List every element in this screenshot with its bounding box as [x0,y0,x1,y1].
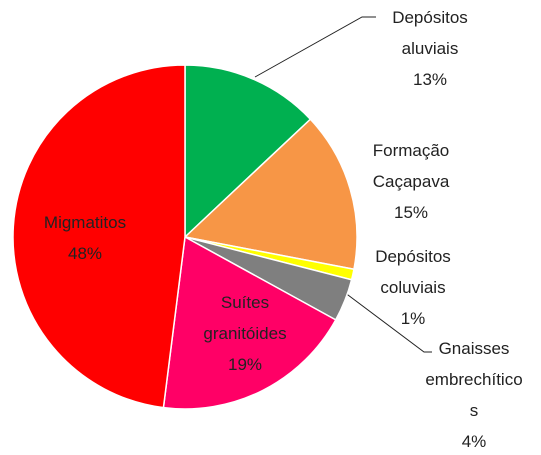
pie-slice [12,64,186,409]
category-label: Formação Caçapava [372,141,450,191]
category-label: Depósitos coluviais [375,247,451,297]
leader-line [343,291,432,353]
value-label: 1% [400,309,426,328]
slice-label: Formação Caçapava 15% [350,135,472,228]
category-label: Gnaisses embrechíticos [425,339,523,420]
slice-label: Depósitos coluviais 1% [352,241,474,334]
slice-label: Gnaisses embrechíticos 4% [414,333,534,455]
value-label: 15% [393,203,429,222]
value-label: 4% [461,432,487,451]
slice-label: Depósitos aluviais 13% [370,2,490,95]
category-label: Migmatitos [43,213,127,232]
pie-slice [162,235,337,410]
value-label: 48% [67,244,103,263]
pie-slice [184,64,312,239]
leader-line [254,16,376,78]
pie-slice [183,118,358,271]
slice-label: Suítes granitóides 19% [170,287,320,380]
category-label: Suítes granitóides [203,293,287,343]
category-label: Depósitos aluviais [392,8,468,58]
slice-label: Migmatitos 48% [10,207,160,269]
value-label: 19% [227,355,263,374]
value-label: 13% [412,70,448,89]
